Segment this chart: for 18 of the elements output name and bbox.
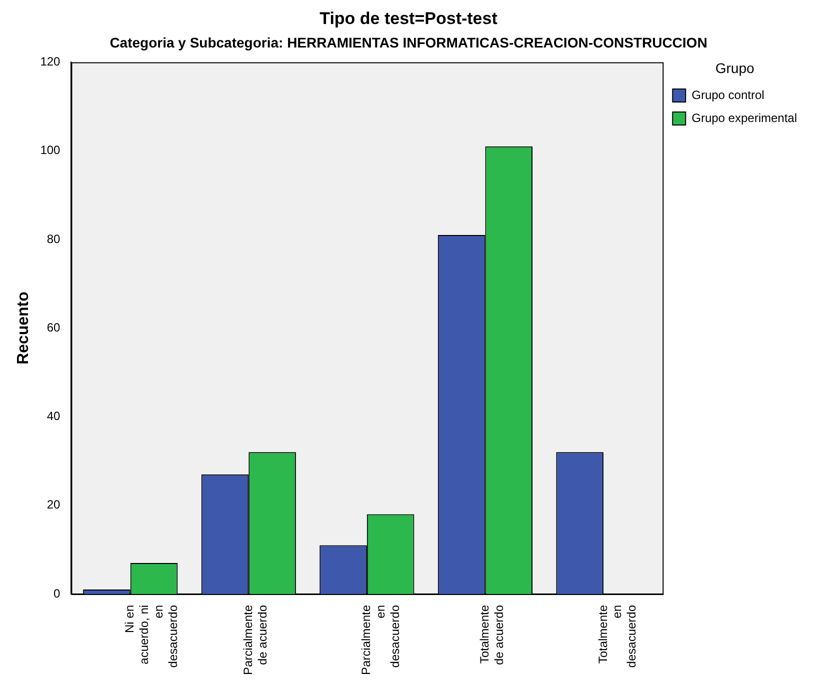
y-tick-label: 40 — [46, 409, 61, 424]
x-tick-label: Totalmente en desacuerdo — [596, 604, 639, 668]
y-tick-label: 100 — [40, 143, 61, 158]
y-tick-label: 0 — [54, 586, 61, 600]
x-tick-label: Parcialmente de acuerdo — [240, 604, 270, 675]
y-tick-label: 120 — [40, 54, 61, 69]
legend-label: Grupo experimental — [692, 110, 798, 125]
y-tick-label: 60 — [46, 320, 61, 334]
legend-label: Grupo control — [692, 88, 764, 102]
y-tick-label: 20 — [46, 498, 61, 512]
x-tick-label: Totalmente de acuerdo — [478, 604, 506, 666]
x-tick-label: Ni en acuerdo, ni en desacuerdo — [122, 604, 180, 668]
chart-title: Tipo de test=Post-test — [320, 8, 498, 28]
chart-subtitle: Categoria y Subcategoria: HERRAMIENTAS INFORMATICAS-CREACION-CONSTRUCCION — [110, 34, 708, 51]
legend-title: Grupo — [715, 60, 754, 76]
x-tick-label: Parcialmente en desacuerdo — [359, 604, 402, 675]
y-axis-title: Recuento — [15, 291, 32, 365]
y-tick-label: 80 — [46, 232, 61, 246]
